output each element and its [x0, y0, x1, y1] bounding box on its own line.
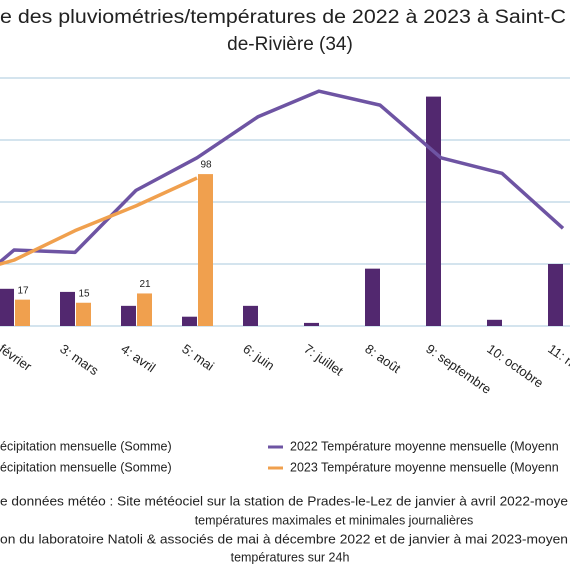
bar: [76, 302, 91, 326]
bar: [487, 319, 502, 326]
legend-label: écipitation mensuelle (Somme): [0, 460, 172, 474]
note: on du laboratoire Natoli & associés de m…: [0, 532, 568, 546]
x-tick-label: 4: avril: [118, 341, 158, 375]
legend-label: 2022 Température moyenne mensuelle (Moye…: [290, 439, 559, 453]
bar: [0, 288, 14, 326]
note: températures maximales et minimales jour…: [195, 513, 474, 527]
legend-label: écipitation mensuelle (Somme): [0, 439, 172, 453]
x-tick-label: 5: mai: [179, 341, 217, 374]
legend-label: 2023 Température moyenne mensuelle (Moye…: [290, 460, 559, 474]
value-label: 15: [78, 288, 90, 299]
chart-title: e des pluviométries/températures de 2022…: [0, 7, 566, 28]
bar: [15, 299, 30, 326]
x-tick-label: 11: nov: [545, 341, 570, 377]
bar: [365, 268, 380, 326]
value-label: 21: [139, 279, 151, 290]
line: [0, 89, 565, 265]
line: [0, 176, 198, 266]
note: e données météo : Site météociel sur la …: [0, 494, 568, 508]
x-tick-label: 3: mars: [57, 341, 102, 378]
bar: [304, 322, 319, 326]
bar: [137, 293, 152, 326]
bar: [426, 96, 441, 326]
bar: [60, 291, 75, 326]
bar: [121, 305, 136, 326]
note: températures sur 24h: [231, 550, 350, 564]
bar: [182, 316, 197, 326]
value-label: 98: [200, 160, 212, 171]
x-tick-label: 7: juillet: [301, 341, 346, 379]
bar: [198, 174, 213, 326]
x-tick-label: février: [0, 341, 35, 374]
chart-subtitle: de-Rivière (34): [227, 34, 353, 55]
bar: [243, 305, 258, 326]
x-tick-label: 8: août: [362, 341, 403, 376]
x-tick-label: 9: septembre: [423, 341, 494, 397]
bar: [548, 264, 563, 326]
value-label: 17: [17, 285, 29, 296]
x-tick-label: 6: juin: [240, 341, 277, 373]
